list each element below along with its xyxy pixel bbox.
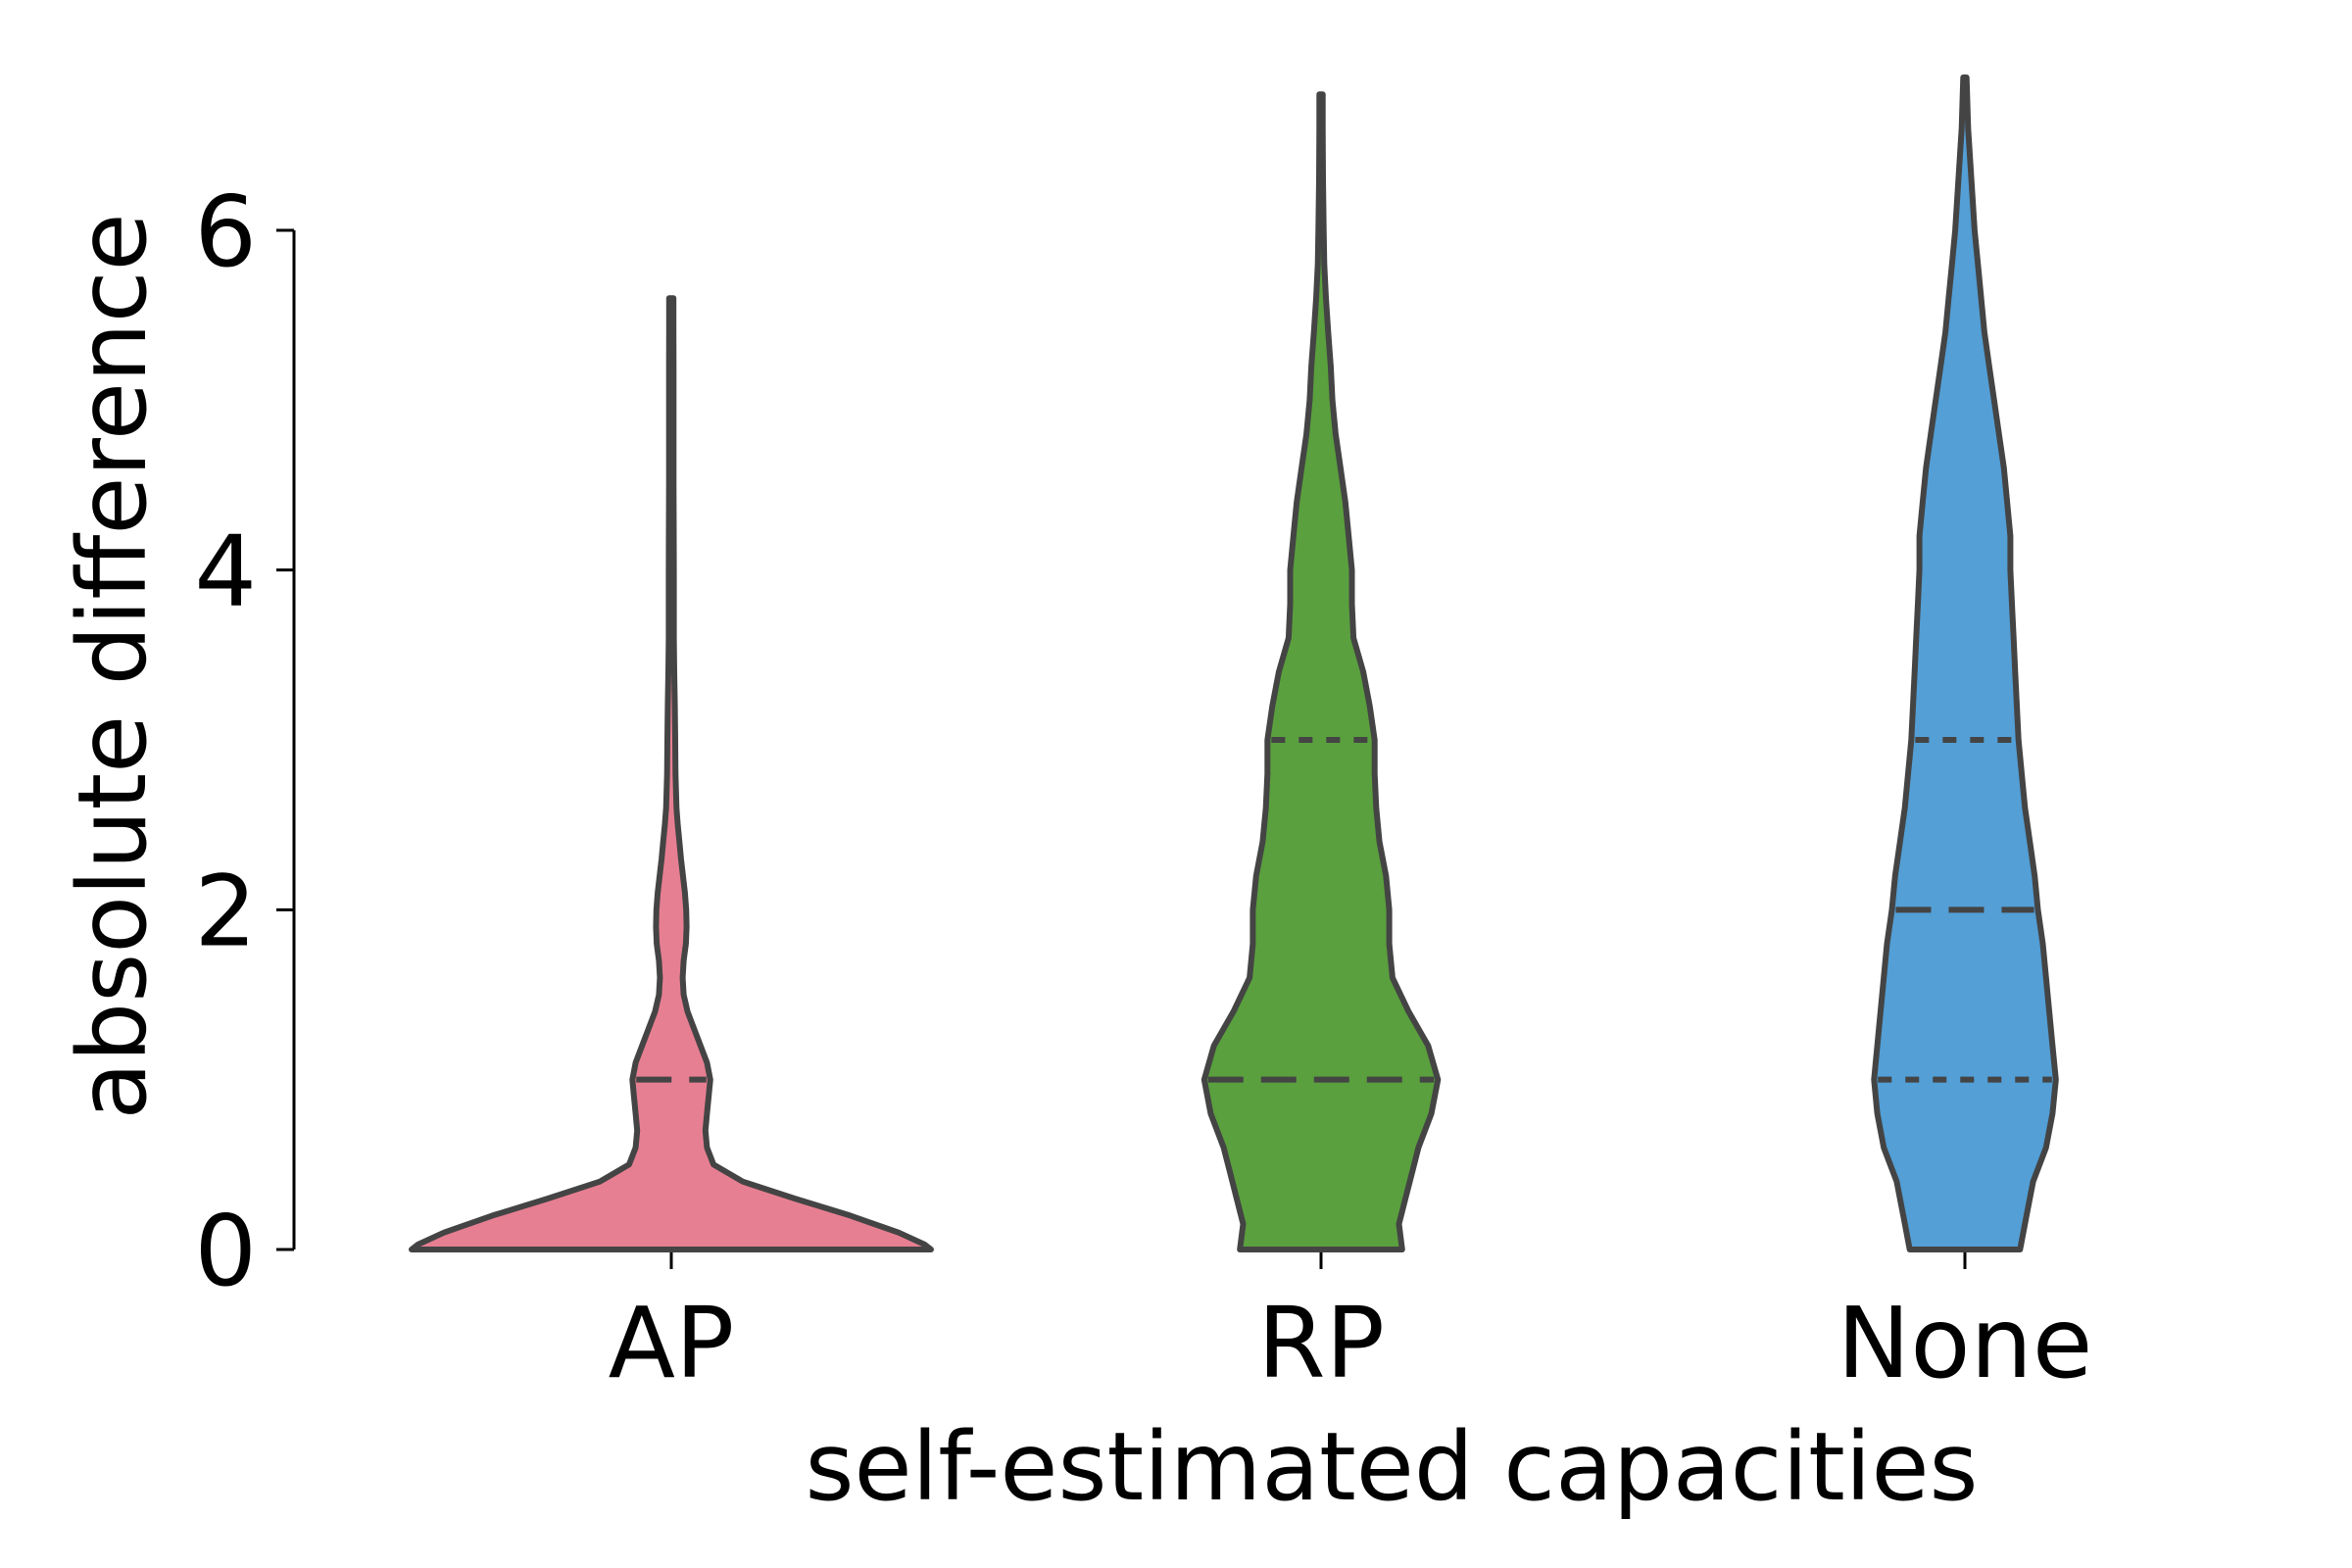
y-tick-label: 0 (194, 1194, 257, 1308)
x-tick-label-rp: RP (1257, 1286, 1385, 1400)
violin-layer (409, 74, 2059, 1252)
x-tick-label-none: None (1838, 1286, 2093, 1400)
y-tick-label: 2 (194, 854, 257, 968)
violin-ap (409, 295, 934, 1252)
x-tick-label-ap: AP (609, 1286, 735, 1400)
x-axis-title: self-estimated capacities (805, 1412, 1978, 1522)
y-tick-label: 6 (194, 174, 257, 289)
violin-body-none (1871, 74, 2059, 1252)
violin-none (1871, 74, 2059, 1252)
violin-body-ap (409, 295, 934, 1252)
y-tick-label: 4 (194, 514, 257, 629)
violin-body-rp (1200, 91, 1442, 1252)
y-axis: 0 2 4 6 (194, 174, 296, 1308)
x-axis: AP RP None (609, 1252, 2093, 1400)
y-axis-title: absolute difference (58, 213, 168, 1119)
violin-rp (1200, 91, 1442, 1252)
